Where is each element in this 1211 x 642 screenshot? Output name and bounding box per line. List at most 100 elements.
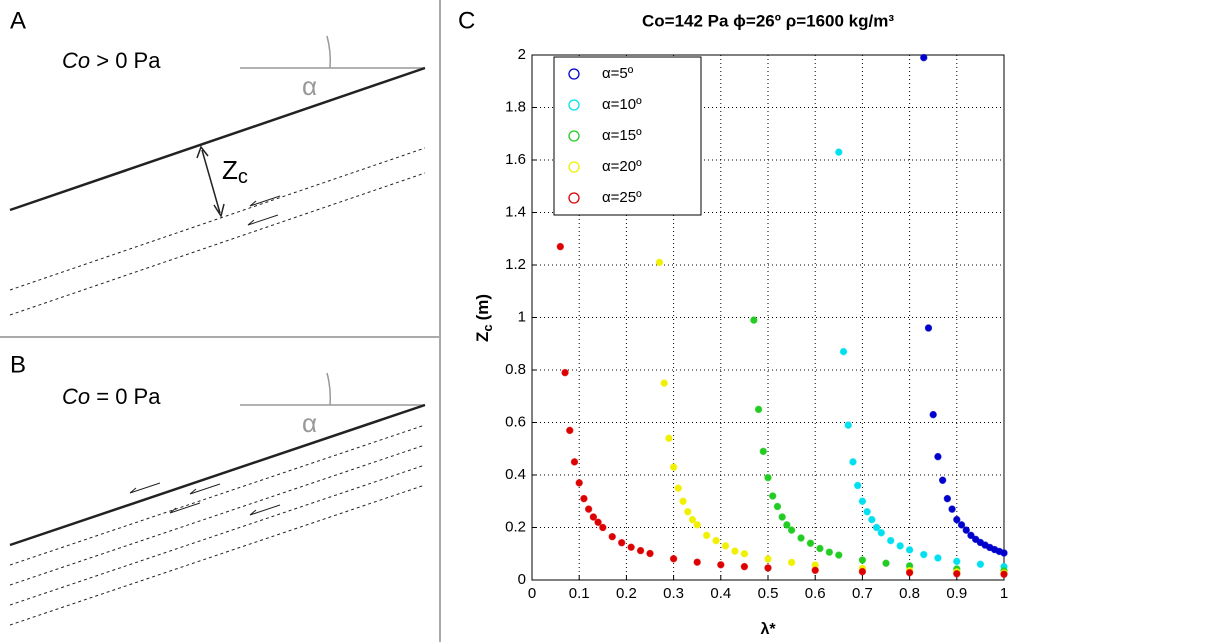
- y-tick-label: 2: [518, 46, 526, 63]
- data-point: [764, 473, 772, 482]
- data-point: [750, 316, 758, 324]
- data-point: [636, 546, 645, 555]
- angle-label: α: [302, 408, 317, 438]
- label-italic: Co: [62, 384, 90, 409]
- data-point: [712, 536, 720, 545]
- data-point: [797, 534, 805, 542]
- data-point: [717, 561, 725, 569]
- data-point: [1000, 549, 1008, 557]
- x-tick-label: 0: [528, 585, 536, 602]
- x-tick-label: 0.7: [852, 585, 873, 602]
- data-point: [702, 531, 711, 540]
- angle-label: α: [302, 71, 317, 101]
- slip-plane: [9, 147, 426, 291]
- data-point: [858, 556, 867, 564]
- x-axis-label: λ*: [760, 621, 776, 638]
- data-point: [806, 539, 815, 547]
- data-point: [948, 505, 956, 513]
- slip-arrows: [247, 195, 281, 226]
- depth-label: Zc: [222, 155, 248, 188]
- data-point: [962, 526, 970, 534]
- data-point: [674, 484, 683, 492]
- data-point: [872, 523, 881, 532]
- y-tick-label: 0.4: [505, 466, 526, 483]
- legend-label: α=5º: [602, 65, 634, 82]
- data-point: [967, 531, 975, 540]
- data-point: [589, 513, 598, 521]
- data-point: [561, 368, 569, 377]
- y-tick-label: 1.6: [505, 151, 526, 168]
- data-point: [731, 547, 739, 555]
- y-tick-label: 0: [518, 571, 526, 588]
- slip-plane: [9, 172, 426, 316]
- angle-arc: [326, 35, 332, 69]
- data-point: [905, 546, 914, 554]
- y-label-unit: (m): [473, 294, 492, 320]
- x-tick-label: 0.8: [899, 585, 920, 602]
- x-tick-label: 0.2: [616, 585, 637, 602]
- angle-arc: [326, 372, 332, 406]
- data-point: [957, 521, 966, 529]
- y-tick-label: 1: [518, 308, 526, 325]
- data-point: [787, 558, 796, 567]
- x-tick-label: 0.3: [663, 585, 684, 602]
- data-point: [646, 549, 654, 558]
- x-tick-label: 0.9: [946, 585, 967, 602]
- data-point: [669, 463, 678, 471]
- data-point: [754, 405, 763, 414]
- y-tick-label: 0.2: [505, 518, 526, 535]
- label-rest: = 0 Pa: [96, 384, 161, 409]
- slope: [9, 66, 426, 212]
- slip-plane: [9, 444, 426, 586]
- depth-sub: c: [238, 166, 248, 188]
- y-axis-label: Zc (m): [473, 294, 495, 342]
- data-point: [835, 148, 843, 156]
- x-tick-label: 0.5: [758, 585, 779, 602]
- x-tick-label: 1: [1000, 585, 1008, 602]
- data-point: [594, 518, 602, 526]
- data-point: [773, 502, 782, 511]
- data-point: [934, 452, 942, 461]
- data-point: [816, 544, 824, 553]
- data-point: [693, 521, 701, 529]
- data-point: [953, 570, 961, 578]
- data-point: [740, 550, 749, 558]
- depth-main: Z: [222, 155, 238, 185]
- legend-marker: [568, 68, 580, 80]
- legend-marker: [568, 161, 580, 173]
- legend-marker: [568, 130, 580, 142]
- data-point: [868, 515, 876, 524]
- chart-title: Co=142 Pa ϕ=26º ρ=1600 kg/m³: [642, 11, 894, 30]
- data-point: [811, 566, 819, 574]
- y-tick-label: 0.6: [505, 413, 526, 430]
- legend-marker: [568, 192, 580, 204]
- data-point: [575, 479, 583, 487]
- data-point: [669, 555, 678, 563]
- y-tick-label: 1.4: [505, 203, 526, 220]
- y-tick-label: 0.8: [505, 361, 526, 378]
- data-point: [877, 529, 885, 537]
- depth-arrow: [201, 149, 221, 214]
- data-point: [953, 557, 961, 566]
- data-point: [896, 542, 904, 550]
- panel-b: B Co = 0 Pa α: [9, 351, 426, 626]
- data-point: [825, 548, 834, 556]
- data-point: [787, 526, 796, 534]
- data-point: [660, 379, 668, 387]
- data-point: [920, 53, 928, 62]
- data-point: [556, 242, 565, 251]
- data-point: [740, 562, 749, 571]
- data-point: [938, 476, 947, 484]
- data-point: [844, 421, 852, 429]
- data-point: [1000, 570, 1008, 578]
- data-point: [584, 505, 593, 513]
- data-point: [778, 513, 786, 521]
- data-point: [905, 568, 914, 577]
- slip-plane: [9, 424, 426, 566]
- y-label-sub: c: [480, 324, 495, 331]
- x-tick-label: 0.1: [569, 585, 590, 602]
- data-point: [769, 492, 777, 500]
- data-point: [688, 515, 697, 524]
- legend-label: α=15º: [602, 127, 642, 144]
- legend-label: α=20º: [602, 158, 642, 175]
